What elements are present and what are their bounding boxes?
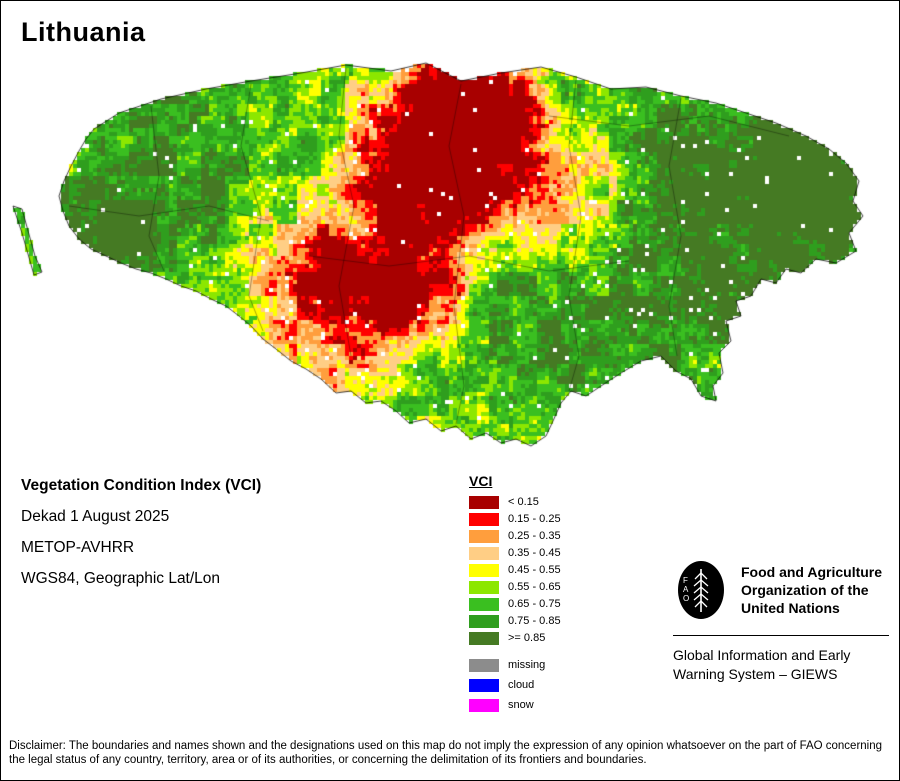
fao-logo-letter-a: A bbox=[683, 585, 689, 594]
legend-class-swatch bbox=[469, 632, 499, 645]
legend-extra-row: snow bbox=[469, 699, 561, 712]
legend-class-swatch bbox=[469, 581, 499, 594]
fao-divider bbox=[673, 635, 889, 636]
legend-class-label: 0.25 - 0.35 bbox=[508, 530, 561, 542]
legend-extra-label: missing bbox=[508, 659, 546, 671]
page-title: Lithuania bbox=[21, 17, 146, 47]
fao-org-name: Food and Agriculture Organization of the… bbox=[741, 564, 883, 616]
legend-class-swatch bbox=[469, 615, 499, 628]
legend-extra-label: snow bbox=[508, 699, 534, 711]
legend-extra-row: cloud bbox=[469, 679, 561, 692]
legend-class-row: 0.65 - 0.75 bbox=[469, 598, 561, 611]
fao-block: F A O Food and Agriculture Organization … bbox=[673, 559, 891, 684]
legend-extra-swatch bbox=[469, 659, 499, 672]
legend-class-swatch bbox=[469, 547, 499, 560]
legend-class-row: 0.15 - 0.25 bbox=[469, 513, 561, 526]
legend-class-row: 0.25 - 0.35 bbox=[469, 530, 561, 543]
info-projection: WGS84, Geographic Lat/Lon bbox=[21, 570, 221, 587]
legend-title: VCI bbox=[469, 473, 493, 489]
legend-class-swatch bbox=[469, 513, 499, 526]
disclaimer-text: Disclaimer: The boundaries and names sho… bbox=[9, 740, 883, 766]
fao-logo-letter-o: O bbox=[683, 594, 689, 603]
legend-class-row: >= 0.85 bbox=[469, 632, 561, 645]
legend-class-label: 0.75 - 0.85 bbox=[508, 615, 561, 627]
legend-class-swatch bbox=[469, 564, 499, 577]
legend-extra-swatch bbox=[469, 679, 499, 692]
legend-class-row: 0.75 - 0.85 bbox=[469, 615, 561, 628]
legend-extra-swatch bbox=[469, 699, 499, 712]
legend-class-label: < 0.15 bbox=[508, 496, 539, 508]
legend-extras: missing cloud snow bbox=[469, 659, 561, 712]
legend-class-swatch bbox=[469, 598, 499, 611]
info-index-name: Vegetation Condition Index (VCI) bbox=[21, 477, 262, 494]
fao-logo-icon: F A O bbox=[678, 561, 724, 619]
legend-class-row: 0.55 - 0.65 bbox=[469, 581, 561, 594]
legend-class-label: >= 0.85 bbox=[508, 632, 546, 644]
legend: VCI < 0.15 0.15 - 0.25 0.25 - 0.35 0.35 - 0… bbox=[469, 473, 561, 719]
info-dekad: Dekad 1 August 2025 bbox=[21, 508, 170, 525]
legend-extra-row: missing bbox=[469, 659, 561, 672]
legend-class-label: 0.45 - 0.55 bbox=[508, 564, 561, 576]
legend-class-row: 0.45 - 0.55 bbox=[469, 564, 561, 577]
legend-class-swatch bbox=[469, 496, 499, 509]
legend-extra-label: cloud bbox=[508, 679, 535, 691]
legend-class-swatch bbox=[469, 530, 499, 543]
giews-system-name: Global Information and Early Warning Sys… bbox=[673, 647, 851, 682]
legend-classes: < 0.15 0.15 - 0.25 0.25 - 0.35 0.35 - 0.45 0… bbox=[469, 496, 561, 645]
legend-class-label: 0.35 - 0.45 bbox=[508, 547, 561, 559]
legend-class-label: 0.55 - 0.65 bbox=[508, 581, 561, 593]
legend-class-label: 0.65 - 0.75 bbox=[508, 598, 561, 610]
legend-class-row: < 0.15 bbox=[469, 496, 561, 509]
info-sensor: METOP-AVHRR bbox=[21, 539, 135, 556]
map-info-block: Vegetation Condition Index (VCI) Dekad 1… bbox=[21, 477, 261, 601]
legend-class-label: 0.15 - 0.25 bbox=[508, 513, 561, 525]
fao-logo-letter-f: F bbox=[683, 576, 688, 585]
lithuania-vci-raster-map bbox=[9, 56, 877, 456]
legend-class-row: 0.35 - 0.45 bbox=[469, 547, 561, 560]
